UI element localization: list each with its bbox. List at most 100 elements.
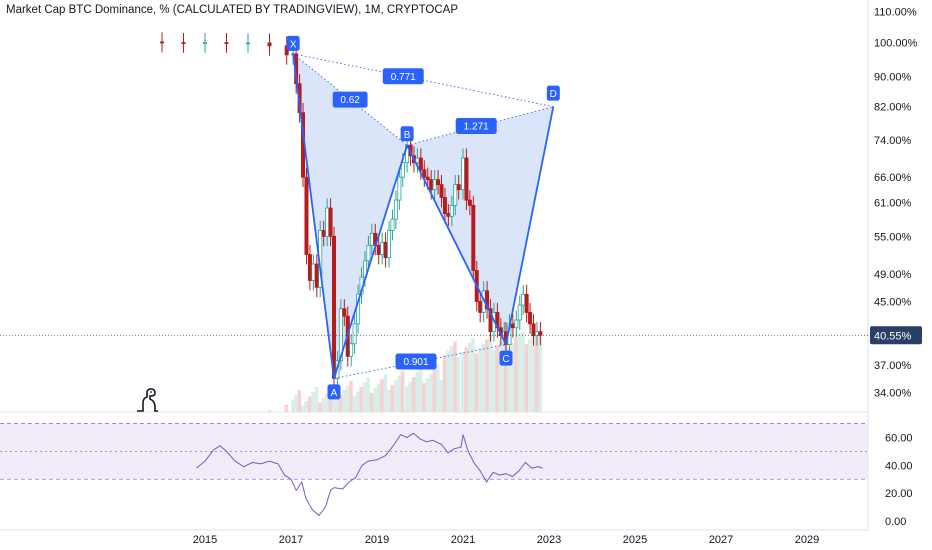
candle-body	[464, 157, 469, 201]
volume-bar	[415, 372, 419, 412]
pattern-point-d: D	[550, 89, 557, 100]
volume-bar	[294, 395, 298, 412]
pattern-point-x: X	[290, 39, 297, 50]
pattern-labels: X A B C D 0.62 0.771 1.271 0.901	[286, 35, 560, 400]
volume-bar	[498, 340, 503, 412]
volume-bar	[495, 345, 499, 412]
candle-body	[397, 176, 402, 201]
volume-bar	[521, 332, 525, 412]
pattern-ratio-badge	[382, 68, 424, 85]
pattern-ratio-line	[406, 106, 554, 146]
volume-bar	[456, 356, 461, 412]
pattern-ratio-label: 0.901	[403, 357, 428, 368]
volume-bar	[510, 342, 515, 412]
candle-body	[531, 323, 536, 337]
pattern-leg	[505, 106, 555, 345]
volume-bar	[338, 394, 343, 412]
pattern-ratio-badge	[395, 353, 437, 370]
candle-body	[159, 41, 164, 44]
volume-bar	[342, 390, 346, 412]
pattern-point-badge	[546, 85, 560, 101]
volume-bar	[369, 392, 374, 412]
last-price-tag	[870, 326, 922, 345]
candle-body	[538, 331, 543, 336]
candle-body	[224, 42, 229, 44]
candle-body	[325, 207, 330, 237]
candle-body	[524, 293, 529, 313]
volume-bar	[432, 369, 437, 412]
volume-bars	[267, 332, 542, 412]
volume-bar	[349, 380, 353, 412]
pattern-ratio-label: 0.62	[340, 95, 360, 106]
volume-bar	[507, 347, 511, 412]
volume-bar	[474, 353, 479, 412]
pattern-ratio-line	[333, 344, 507, 379]
price-tick-label: 45.00%	[874, 296, 912, 308]
candle-body	[453, 184, 458, 206]
volume-bar	[425, 378, 430, 412]
candle-body	[383, 241, 388, 259]
volume-bar	[488, 334, 493, 412]
volume-bar	[291, 399, 295, 412]
volume-bar	[301, 405, 305, 412]
volume-bar	[411, 377, 416, 412]
candle-body	[390, 218, 395, 231]
rsi-tick-label: 60.00	[885, 432, 913, 444]
volume-bar	[362, 382, 367, 412]
volume-bar	[439, 380, 443, 412]
volume-bar	[267, 410, 271, 412]
volume-bar	[464, 347, 468, 412]
volume-bar	[366, 377, 370, 412]
volume-bar	[485, 339, 489, 412]
candle-body	[514, 319, 519, 329]
pattern-point-badge	[327, 384, 341, 400]
candle-body	[510, 323, 515, 329]
volume-bar	[436, 364, 440, 412]
volume-bar	[328, 388, 333, 412]
candle-body	[321, 230, 326, 237]
candle-body	[460, 157, 465, 191]
volume-bar	[383, 374, 388, 412]
volume-bar	[538, 332, 542, 412]
candle-body	[245, 42, 250, 45]
candle-body	[304, 176, 309, 255]
price-tick-label: 82.00%	[874, 102, 912, 114]
volume-bar	[314, 387, 319, 412]
candle-body	[517, 304, 522, 321]
volume-bar	[321, 397, 326, 412]
time-tick-label: 2021	[451, 534, 475, 546]
candle-body	[418, 157, 423, 171]
volume-bar	[397, 375, 401, 412]
pattern-leg	[333, 145, 408, 379]
volume-bar	[335, 399, 339, 412]
candle-body	[429, 179, 434, 191]
volume-bar	[517, 333, 522, 412]
candle-body	[456, 184, 461, 191]
volume-bar	[534, 332, 539, 412]
candle-body	[376, 244, 381, 255]
volume-bar	[307, 396, 312, 412]
tradingview-logo-icon	[137, 388, 158, 412]
volume-bar	[478, 348, 482, 412]
volume-bar	[524, 344, 529, 412]
volume-bar	[461, 352, 465, 412]
volume-bar	[471, 338, 475, 412]
price-tick-label: 90.00%	[874, 71, 912, 83]
pattern-leg	[406, 144, 507, 345]
rsi-tick-label: 0.00	[885, 516, 906, 528]
pattern-triangle-bcd	[407, 106, 554, 345]
candle-body	[471, 204, 476, 271]
price-tick-label: 100.00%	[874, 37, 918, 49]
candle-body	[534, 331, 539, 337]
price-axis: 110.00% 100.00% 90.00% 82.00% 74.00% 66.00% 61…	[0, 6, 922, 399]
pattern-fill	[293, 53, 554, 379]
volume-bar	[284, 404, 289, 412]
candle-body	[393, 199, 398, 220]
volume-bar	[297, 390, 302, 412]
volume-bar	[446, 350, 450, 412]
pattern-leg	[292, 53, 335, 379]
rsi-band	[0, 423, 868, 480]
rsi-pane: 60.00 40.00 20.00 0.00	[0, 423, 913, 528]
candle-body	[342, 308, 347, 317]
